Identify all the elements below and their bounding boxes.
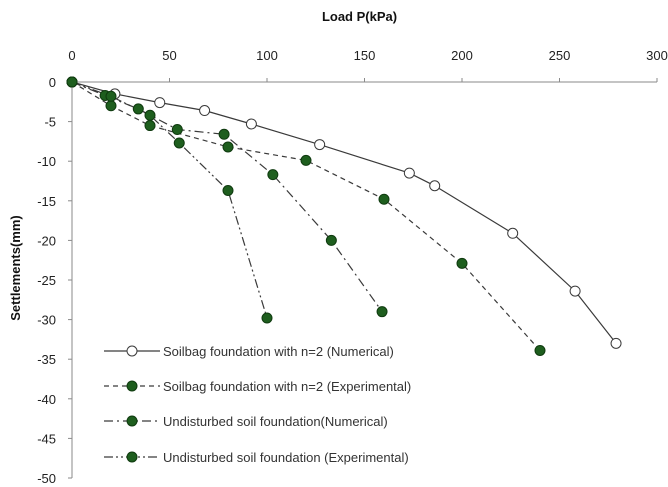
y-tick-label: -10	[37, 154, 56, 169]
data-point	[144, 120, 156, 132]
y-tick-label: -35	[37, 352, 56, 367]
legend-marker	[126, 451, 138, 463]
series-4	[71, 81, 268, 319]
y-tick-label: -45	[37, 431, 56, 446]
y-tick-label: -30	[37, 313, 56, 328]
series-3-markers	[66, 76, 388, 318]
series-line	[71, 81, 617, 344]
x-tick-label: 150	[354, 48, 376, 63]
legend-item: Soilbag foundation with n=2 (Experimenta…	[104, 379, 411, 394]
data-point	[429, 180, 441, 192]
legend-label: Soilbag foundation with n=2 (Experimenta…	[163, 379, 411, 394]
y-tick-label: -40	[37, 392, 56, 407]
data-point	[144, 109, 156, 121]
y-tick-label: -20	[37, 233, 56, 248]
x-tick-label: 50	[162, 48, 176, 63]
legend-item: Undisturbed soil foundation (Experimenta…	[104, 450, 409, 465]
data-point	[154, 97, 166, 109]
data-point	[300, 154, 312, 166]
series-4-markers	[66, 76, 273, 324]
legend-marker	[126, 345, 138, 357]
data-point	[456, 257, 468, 269]
legend: Soilbag foundation with n=2 (Numerical) S…	[104, 344, 411, 465]
data-point	[376, 306, 388, 318]
data-point	[105, 90, 117, 102]
data-point	[218, 128, 230, 140]
y-tick-label: -5	[44, 115, 56, 130]
data-point	[267, 169, 279, 181]
y-tick-label: -15	[37, 194, 56, 209]
x-tick-label: 0	[68, 48, 75, 63]
series-2	[71, 81, 541, 351]
legend-marker	[126, 380, 138, 392]
data-point	[569, 285, 581, 297]
series-line	[71, 81, 541, 351]
axes: 0 50 100 150 200 250 300 0 -5 -10 -15 -20 -25 -30 -35 -…	[37, 48, 668, 486]
data-point	[245, 118, 257, 130]
data-point	[171, 124, 183, 136]
series-line	[71, 81, 268, 319]
data-point	[66, 76, 78, 88]
data-point	[403, 167, 415, 179]
plot-series	[66, 76, 622, 356]
data-point	[199, 105, 211, 117]
y-tick-label: -25	[37, 273, 56, 288]
legend-label: Undisturbed soil foundation(Numerical)	[163, 414, 388, 429]
data-point	[173, 137, 185, 149]
y-axis-title: Settlements(mm)	[8, 215, 23, 320]
data-point	[507, 227, 519, 239]
data-point	[132, 103, 144, 115]
series-1	[71, 81, 617, 344]
legend-item: Undisturbed soil foundation(Numerical)	[104, 414, 388, 429]
x-tick-label: 300	[646, 48, 668, 63]
data-point	[610, 337, 622, 349]
legend-item: Soilbag foundation with n=2 (Numerical)	[104, 344, 394, 359]
legend-label: Soilbag foundation with n=2 (Numerical)	[163, 344, 394, 359]
legend-label: Undisturbed soil foundation (Experimenta…	[163, 450, 409, 465]
y-tick-label: 0	[49, 75, 56, 90]
data-point	[314, 139, 326, 151]
x-tick-label: 250	[549, 48, 571, 63]
data-point	[222, 185, 234, 197]
data-point	[534, 344, 546, 356]
x-axis-title: Load P(kPa)	[322, 9, 397, 24]
series-2-markers	[66, 76, 546, 356]
x-tick-label: 100	[256, 48, 278, 63]
x-tick-label: 200	[451, 48, 473, 63]
y-tick-label: -50	[37, 471, 56, 486]
data-point	[378, 193, 390, 205]
data-point	[261, 312, 273, 324]
data-point	[222, 141, 234, 153]
data-point	[105, 100, 117, 112]
legend-marker	[126, 415, 138, 427]
data-point	[325, 234, 337, 246]
